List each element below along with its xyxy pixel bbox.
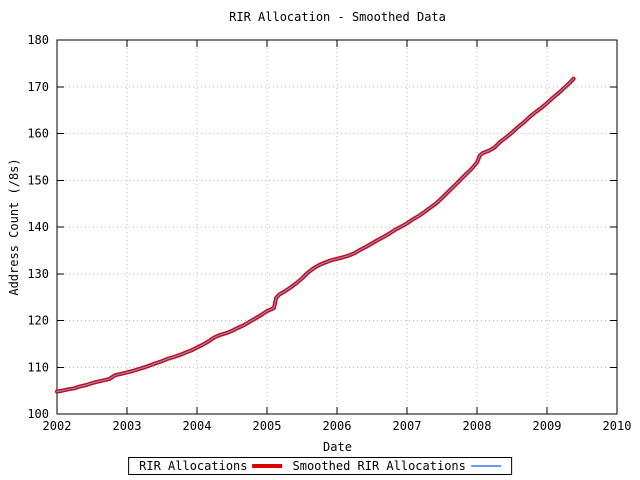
svg-text:2004: 2004 bbox=[183, 419, 212, 433]
x-axis-label: Date bbox=[323, 440, 352, 454]
svg-text:2002: 2002 bbox=[43, 419, 72, 433]
svg-text:120: 120 bbox=[27, 314, 49, 328]
svg-text:2010: 2010 bbox=[603, 419, 632, 433]
svg-text:100: 100 bbox=[27, 407, 49, 421]
svg-text:2009: 2009 bbox=[533, 419, 562, 433]
svg-text:110: 110 bbox=[27, 360, 49, 374]
svg-text:160: 160 bbox=[27, 127, 49, 141]
svg-text:180: 180 bbox=[27, 33, 49, 47]
svg-text:150: 150 bbox=[27, 173, 49, 187]
svg-text:2005: 2005 bbox=[253, 419, 282, 433]
blue-line-sample-icon bbox=[470, 465, 501, 467]
svg-text:170: 170 bbox=[27, 80, 49, 94]
svg-text:2007: 2007 bbox=[393, 419, 422, 433]
svg-text:2006: 2006 bbox=[323, 419, 352, 433]
legend-item-rir-allocations: RIR Allocations bbox=[139, 459, 283, 473]
svg-text:140: 140 bbox=[27, 220, 49, 234]
legend: RIR Allocations Smoothed RIR Allocations bbox=[128, 457, 512, 475]
legend-label-rir-allocations: RIR Allocations bbox=[139, 459, 248, 473]
svg-text:130: 130 bbox=[27, 267, 49, 281]
svg-text:2008: 2008 bbox=[463, 419, 492, 433]
svg-text:2003: 2003 bbox=[113, 419, 142, 433]
legend-item-smoothed-rir-allocations: Smoothed RIR Allocations bbox=[292, 459, 501, 473]
chart-title: RIR Allocation - Smoothed Data bbox=[229, 10, 446, 24]
red-line-sample-icon bbox=[252, 464, 283, 468]
legend-label-smoothed-rir-allocations: Smoothed RIR Allocations bbox=[292, 459, 466, 473]
